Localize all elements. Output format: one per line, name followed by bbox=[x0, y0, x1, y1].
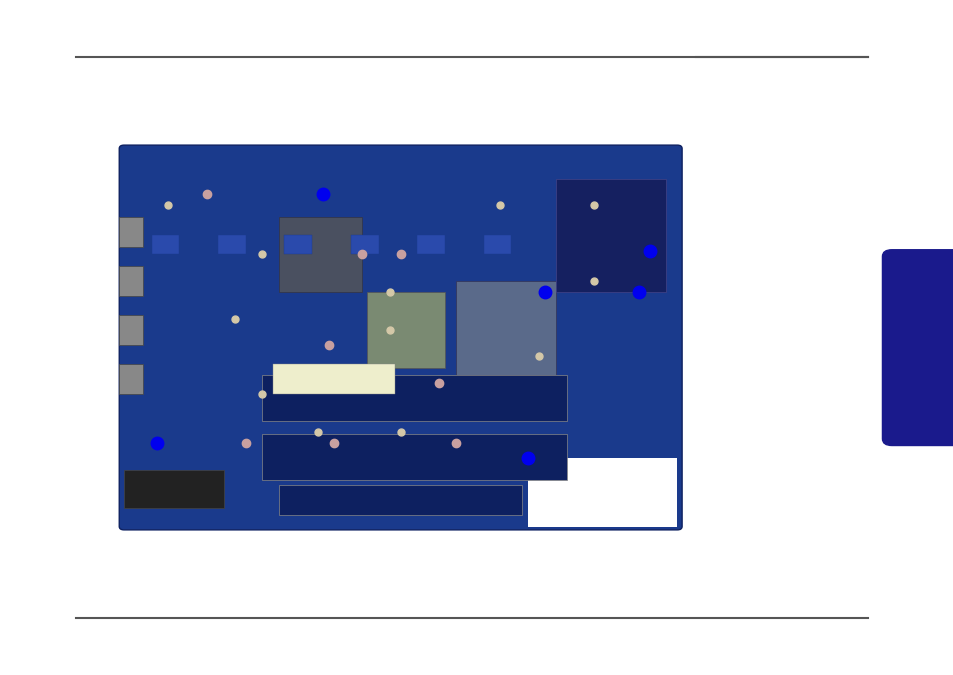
FancyBboxPatch shape bbox=[527, 458, 677, 526]
Bar bbox=[416, 236, 444, 254]
Bar bbox=[284, 236, 312, 254]
Bar bbox=[152, 236, 179, 254]
Bar bbox=[483, 236, 511, 254]
Bar bbox=[262, 375, 566, 421]
Bar bbox=[555, 179, 665, 292]
Bar bbox=[119, 266, 143, 296]
FancyBboxPatch shape bbox=[119, 145, 681, 530]
Bar bbox=[351, 236, 378, 254]
Bar bbox=[367, 292, 444, 368]
Bar bbox=[119, 364, 143, 394]
Bar bbox=[278, 485, 522, 515]
Bar bbox=[119, 217, 143, 247]
Bar bbox=[218, 236, 246, 254]
Bar bbox=[262, 434, 566, 480]
Bar bbox=[124, 470, 223, 508]
Bar bbox=[456, 281, 555, 375]
Bar bbox=[119, 315, 143, 345]
Bar bbox=[278, 217, 361, 292]
Bar bbox=[274, 364, 395, 394]
FancyBboxPatch shape bbox=[882, 250, 953, 446]
